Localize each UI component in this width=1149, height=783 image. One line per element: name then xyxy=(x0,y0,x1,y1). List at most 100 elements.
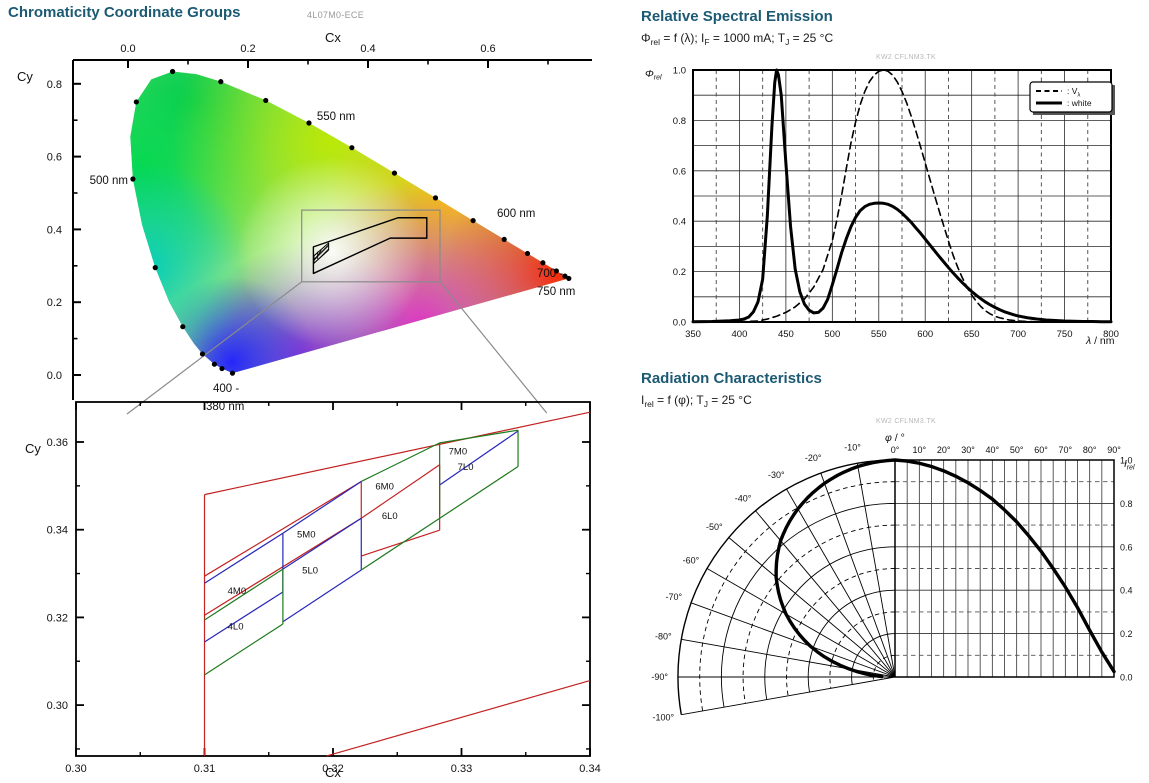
svg-text:500: 500 xyxy=(824,329,840,340)
svg-text:550: 550 xyxy=(871,329,887,340)
spectral-subtitle-mid2: = 1000 mA; T xyxy=(709,31,786,45)
svg-text:350: 350 xyxy=(685,329,701,340)
svg-text:0.6: 0.6 xyxy=(1120,542,1133,552)
svg-text:0.4: 0.4 xyxy=(47,224,62,236)
svg-text:-40°: -40° xyxy=(735,493,752,503)
svg-text:30°: 30° xyxy=(961,445,975,455)
svg-text:φ / °: φ / ° xyxy=(885,432,905,444)
spectral-subtitle-f-sub: F xyxy=(704,37,710,47)
radiation-subtitle-i: I xyxy=(641,393,645,407)
radiation-subtitle-tail: = 25 °C xyxy=(707,393,752,407)
svg-text:400 -: 400 - xyxy=(213,383,239,395)
svg-text:-80°: -80° xyxy=(655,631,672,641)
svg-text:0.34: 0.34 xyxy=(579,763,600,775)
svg-text:Φrel: Φrel xyxy=(645,68,662,82)
svg-text:70°: 70° xyxy=(1059,445,1073,455)
svg-text:0.2: 0.2 xyxy=(47,297,62,309)
spectral-watermark: KW2 CFLNM3.TK xyxy=(876,54,936,61)
svg-text:1.0: 1.0 xyxy=(1120,456,1133,466)
radiation-subtitle: Irel = f (φ); TJ = 25 °C xyxy=(641,393,752,409)
svg-text:0.30: 0.30 xyxy=(47,700,68,712)
svg-text:400: 400 xyxy=(732,329,748,340)
svg-text:380 nm: 380 nm xyxy=(206,401,244,413)
svg-text:50°: 50° xyxy=(1010,445,1024,455)
svg-text:500 nm: 500 nm xyxy=(90,175,128,187)
svg-text:: white: : white xyxy=(1067,98,1092,108)
svg-text:0.33: 0.33 xyxy=(451,763,472,775)
radiation-title: Radiation Characteristics xyxy=(641,370,822,387)
svg-text:0.4: 0.4 xyxy=(1120,586,1133,596)
svg-text:Irel: Irel xyxy=(1124,459,1135,472)
svg-text:450: 450 xyxy=(778,329,794,340)
svg-text:0.0: 0.0 xyxy=(673,318,686,329)
svg-text:800: 800 xyxy=(1103,329,1119,340)
radiation-subtitle-rel-sub: rel xyxy=(644,399,654,409)
svg-text:-30°: -30° xyxy=(768,470,785,480)
svg-text:-50°: -50° xyxy=(706,522,723,532)
chromaticity-groups-chart: 0.30 0.31 0.32 0.33 0.34 0.30 0.32 0.34 0.36 Cx Cy… xyxy=(25,401,601,780)
svg-text:0.6: 0.6 xyxy=(673,166,686,177)
svg-text:4L0: 4L0 xyxy=(228,622,244,633)
svg-text:-70°: -70° xyxy=(665,592,682,602)
radiation-characteristics-chart: 0° 10° 20° 30° 40° 50° 60° 70° 80° 90° -10° -20° -30… xyxy=(651,432,1135,723)
radiation-subtitle-mid: = f (φ); T xyxy=(653,393,704,407)
spectral-legend: : Vλ: white xyxy=(1029,81,1115,115)
svg-text:0.8: 0.8 xyxy=(673,116,686,127)
svg-text:0.4: 0.4 xyxy=(360,43,375,55)
svg-text:550 nm: 550 nm xyxy=(317,111,355,123)
svg-text:60°: 60° xyxy=(1034,445,1048,455)
svg-text:0.30: 0.30 xyxy=(65,763,86,775)
svg-text:Cx: Cx xyxy=(325,30,341,45)
svg-text:750 nm: 750 nm xyxy=(537,286,575,298)
spectral-title: Relative Spectral Emission xyxy=(641,8,833,25)
svg-text:Cx: Cx xyxy=(325,765,341,780)
spectral-subtitle: Φrel = f (λ); IF = 1000 mA; TJ = 25 °C xyxy=(641,31,833,47)
svg-text:λ / nm: λ / nm xyxy=(1085,335,1115,347)
svg-text:Cy: Cy xyxy=(25,441,41,456)
svg-text:: Vλ: : Vλ xyxy=(1067,86,1080,99)
svg-text:5L0: 5L0 xyxy=(302,566,318,577)
spectral-subtitle-phi: Φ xyxy=(641,31,651,45)
chromaticity-title: Chromaticity Coordinate Groups xyxy=(8,4,241,21)
svg-text:-60°: -60° xyxy=(683,555,700,565)
spectral-subtitle-j-sub: J xyxy=(785,37,790,47)
svg-text:6L0: 6L0 xyxy=(382,511,398,522)
svg-text:0.36: 0.36 xyxy=(47,437,68,449)
svg-text:0.0: 0.0 xyxy=(47,370,62,382)
svg-text:0.2: 0.2 xyxy=(1120,629,1133,639)
svg-text:7M0: 7M0 xyxy=(449,446,467,457)
svg-text:7L0: 7L0 xyxy=(458,462,474,473)
svg-text:20°: 20° xyxy=(937,445,951,455)
svg-text:0°: 0° xyxy=(891,445,900,455)
chromaticity-part-code: 4L07M0-ECE xyxy=(307,10,365,20)
svg-text:-90°: -90° xyxy=(651,672,668,682)
svg-text:600: 600 xyxy=(917,329,933,340)
svg-text:1.0: 1.0 xyxy=(673,66,686,77)
svg-text:Cy: Cy xyxy=(17,69,33,84)
svg-text:5M0: 5M0 xyxy=(297,530,315,541)
spectral-subtitle-rel-sub: rel xyxy=(650,37,661,47)
svg-text:0.6: 0.6 xyxy=(47,152,62,164)
spectral-subtitle-tail: = 25 °C xyxy=(789,31,834,45)
svg-text:0.31: 0.31 xyxy=(194,763,215,775)
svg-text:-100°: -100° xyxy=(652,713,674,723)
spectral-subtitle-mid1: = f (λ); I xyxy=(660,31,705,45)
svg-text:0.2: 0.2 xyxy=(673,267,686,278)
cie-chromaticity-diagram: 0.0 0.2 0.4 0.6 0.0 0.2 0.4 0.6 0.8 Cx Cy 550 nm 500… xyxy=(17,30,592,415)
svg-text:6M0: 6M0 xyxy=(375,481,393,492)
svg-text:90°: 90° xyxy=(1107,445,1121,455)
svg-text:750: 750 xyxy=(1057,329,1073,340)
svg-text:0.4: 0.4 xyxy=(673,217,686,228)
svg-text:650: 650 xyxy=(964,329,980,340)
svg-text:600 nm: 600 nm xyxy=(497,208,535,220)
svg-text:40°: 40° xyxy=(986,445,1000,455)
svg-text:-10°: -10° xyxy=(844,442,861,452)
cie-gamut-fill xyxy=(130,71,569,374)
svg-text:0.6: 0.6 xyxy=(480,43,495,55)
svg-text:80°: 80° xyxy=(1083,445,1097,455)
svg-text:700 -: 700 - xyxy=(537,268,563,280)
svg-text:0.34: 0.34 xyxy=(47,525,68,537)
svg-text:0.32: 0.32 xyxy=(47,612,68,624)
